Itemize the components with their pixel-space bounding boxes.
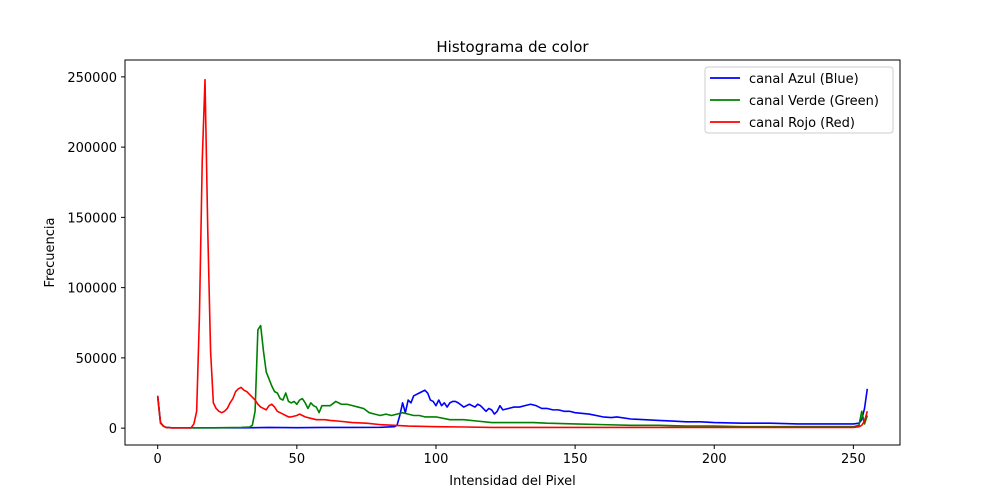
legend-frame (704, 66, 894, 134)
x-axis-ticks: 0 50 100 150 200 250 (154, 445, 866, 467)
y-tick-label-4: 200000 (67, 141, 117, 156)
y-tick-label-3: 150000 (67, 211, 117, 226)
y-tick-label-5: 250000 (67, 71, 117, 86)
x-axis-label: Intensidad del Pixel (449, 474, 575, 489)
x-tick-label-5: 250 (841, 452, 866, 467)
plot-area-frame (124, 59, 901, 446)
y-tick-label-2: 100000 (67, 282, 117, 297)
x-tick-label-4: 200 (702, 452, 727, 467)
legend-label-0: canal Azul (Blue) (749, 72, 859, 87)
x-tick-label-1: 50 (289, 452, 306, 467)
chart-legend: canal Azul (Blue) canal Verde (Green) cana… (704, 66, 894, 134)
x-tick-label-0: 0 (154, 452, 162, 467)
plot-lines (156, 78, 869, 429)
x-tick-label-3: 150 (563, 452, 588, 467)
legend-label-1: canal Verde (Green) (749, 94, 879, 109)
chart-title: Histograma de color (436, 38, 589, 56)
y-axis-ticks: 0 50000 100000 150000 200000 250000 (67, 71, 125, 437)
series-line-1 (156, 324, 869, 429)
series-line-2 (156, 78, 869, 429)
y-axis-label: Frecuencia (43, 218, 58, 288)
y-tick-label-0: 0 (109, 422, 117, 437)
y-tick-label-1: 50000 (76, 352, 117, 367)
legend-label-2: canal Rojo (Red) (749, 116, 855, 131)
x-tick-label-2: 100 (424, 452, 449, 467)
